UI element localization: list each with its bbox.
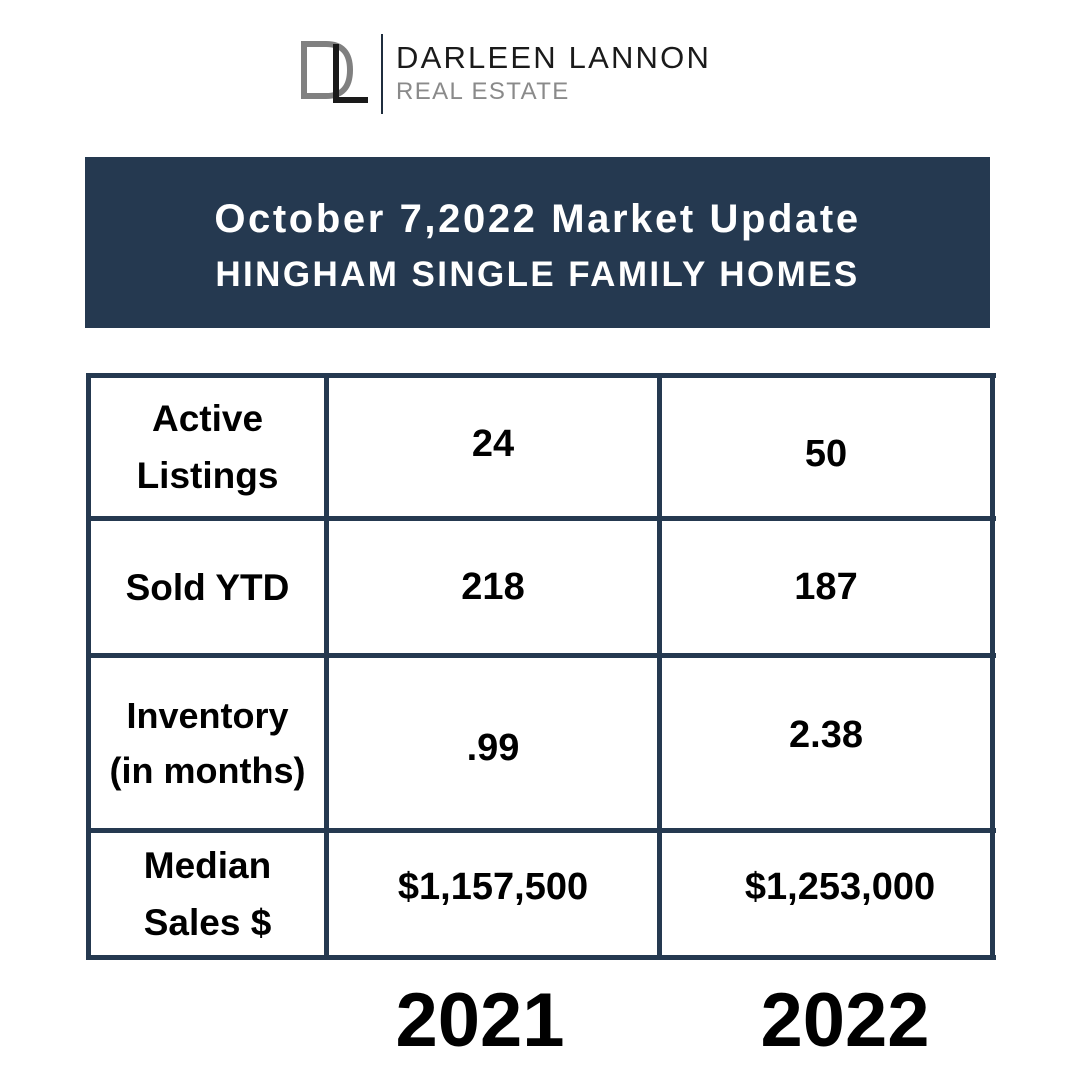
row-label-active-listings: Active Listings bbox=[91, 378, 324, 516]
cell-inventory-2021: .99 bbox=[466, 726, 520, 769]
cell-median-sales-2022: $1,253,000 bbox=[744, 865, 936, 908]
table-col-divider bbox=[657, 373, 662, 960]
row-label-line: Active bbox=[151, 398, 264, 439]
page-subtitle: HINGHAM SINGLE FAMILY HOMES bbox=[215, 255, 860, 294]
dl-monogram-icon bbox=[301, 41, 368, 103]
table-border-bottom bbox=[86, 955, 996, 960]
page-title: October 7,2022 Market Update bbox=[214, 197, 861, 241]
row-label-line: Median bbox=[143, 845, 272, 886]
table-col-divider bbox=[324, 373, 329, 960]
brand-name: DARLEEN LANNON bbox=[396, 40, 712, 75]
table-border-right bbox=[990, 373, 995, 960]
table-row-divider bbox=[86, 516, 996, 521]
year-label-2022: 2022 bbox=[760, 978, 930, 1063]
year-label-2021: 2021 bbox=[395, 978, 565, 1063]
table-border-left bbox=[86, 373, 91, 960]
row-label-inventory: Inventory (in months) bbox=[91, 658, 324, 828]
brand-logo: DARLEEN LANNON REAL ESTATE bbox=[300, 34, 800, 116]
row-label-line: Sales $ bbox=[143, 902, 272, 943]
table-border-top bbox=[86, 373, 996, 378]
brand-subtitle: REAL ESTATE bbox=[396, 78, 570, 105]
cell-inventory-2022: 2.38 bbox=[789, 714, 863, 756]
row-label-line: (in months) bbox=[109, 750, 306, 791]
cell-sold-ytd-2021: 218 bbox=[461, 565, 525, 608]
cell-active-listings-2022: 50 bbox=[804, 432, 848, 475]
row-label-line: Inventory bbox=[126, 695, 289, 736]
table-row-divider bbox=[86, 653, 996, 658]
row-label-line: Listings bbox=[136, 455, 279, 496]
market-stats-table: Active Listings 24 50 Sold YTD 218 187 I… bbox=[86, 373, 996, 961]
logo-divider bbox=[381, 34, 383, 114]
cell-sold-ytd-2022: 187 bbox=[794, 565, 858, 608]
table-row-divider bbox=[86, 828, 996, 833]
header-banner: October 7,2022 Market Update HINGHAM SIN… bbox=[85, 157, 990, 328]
row-label-median-sales: Median Sales $ bbox=[91, 833, 324, 955]
row-label-sold-ytd: Sold YTD bbox=[125, 566, 290, 608]
cell-median-sales-2021: $1,157,500 bbox=[397, 865, 589, 908]
cell-active-listings-2021: 24 bbox=[471, 422, 515, 465]
